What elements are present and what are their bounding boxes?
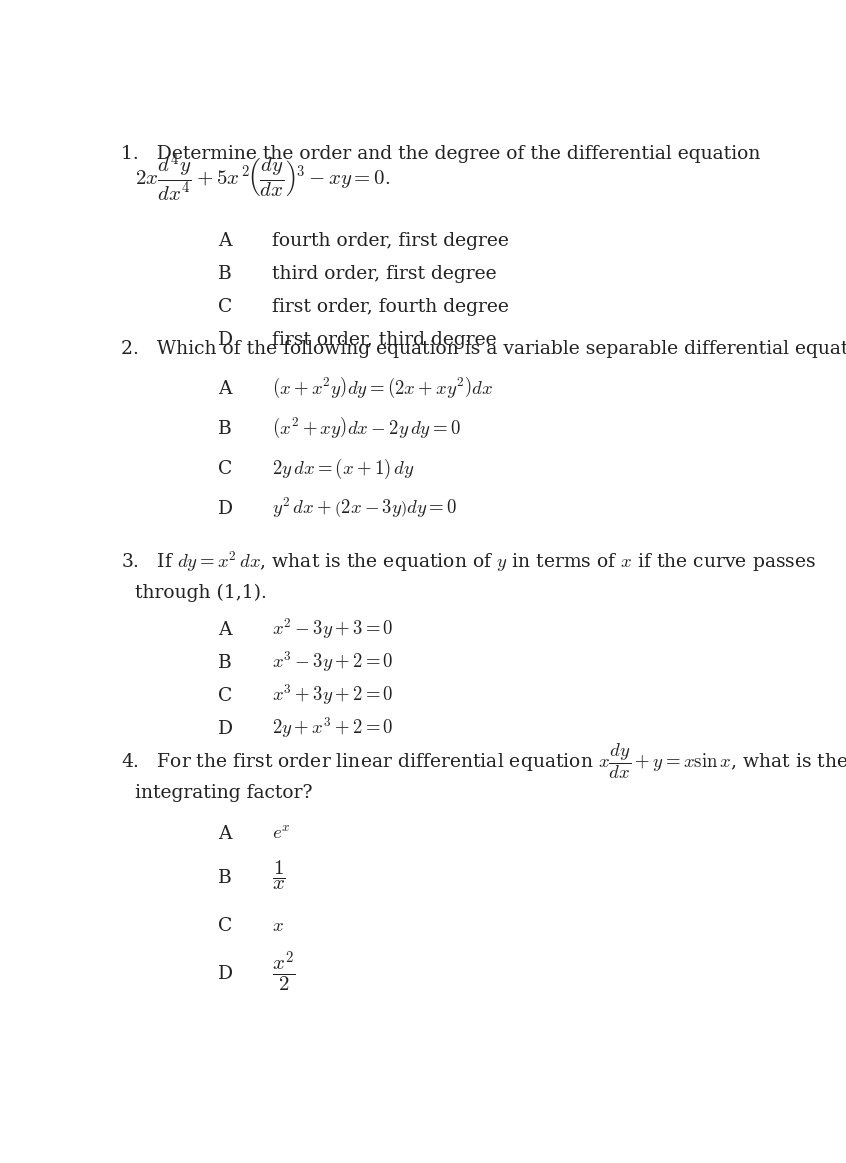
- Text: $e^x$: $e^x$: [272, 825, 291, 843]
- Text: A: A: [218, 231, 232, 250]
- Text: $\dfrac{1}{x}$: $\dfrac{1}{x}$: [272, 858, 286, 892]
- Text: B: B: [218, 265, 232, 283]
- Text: $2x\dfrac{d^4y}{dx^4}+5x^{\,2}\!\left(\dfrac{dy}{dx}\right)^{\!3}-xy=0.$: $2x\dfrac{d^4y}{dx^4}+5x^{\,2}\!\left(\d…: [135, 151, 390, 204]
- Text: A: A: [218, 379, 232, 398]
- Text: $2y\,dx=(x+1)\,dy$: $2y\,dx=(x+1)\,dy$: [272, 457, 415, 480]
- Text: fourth order, first degree: fourth order, first degree: [272, 231, 509, 250]
- Text: D: D: [218, 720, 233, 739]
- Text: C: C: [218, 918, 233, 935]
- Text: through (1,1).: through (1,1).: [135, 584, 267, 601]
- Text: first order, third degree: first order, third degree: [272, 331, 497, 349]
- Text: 4.   For the first order linear differential equation $x\dfrac{dy}{dx}+y=x\sin x: 4. For the first order linear differenti…: [121, 741, 846, 780]
- Text: $x^2-3y+3=0$: $x^2-3y+3=0$: [272, 615, 394, 641]
- Text: B: B: [218, 654, 232, 672]
- Text: $y^2\,dx+\left(2x-3y\right)dy=0$: $y^2\,dx+\left(2x-3y\right)dy=0$: [272, 494, 458, 520]
- Text: C: C: [218, 298, 233, 316]
- Text: third order, first degree: third order, first degree: [272, 265, 497, 283]
- Text: B: B: [218, 420, 232, 437]
- Text: $\left(x^2+xy\right)dx-2y\,dy=0$: $\left(x^2+xy\right)dx-2y\,dy=0$: [272, 415, 461, 440]
- Text: $x$: $x$: [272, 918, 284, 935]
- Text: $\dfrac{x^2}{2}$: $\dfrac{x^2}{2}$: [272, 950, 296, 994]
- Text: $x^3-3y+2=0$: $x^3-3y+2=0$: [272, 649, 394, 673]
- Text: integrating factor?: integrating factor?: [135, 784, 313, 802]
- Text: 3.   If $dy=x^2\,dx$, what is the equation of $y$ in terms of $x$ if the curve p: 3. If $dy=x^2\,dx$, what is the equation…: [121, 549, 816, 573]
- Text: C: C: [218, 687, 233, 705]
- Text: D: D: [218, 331, 233, 349]
- Text: D: D: [218, 500, 233, 518]
- Text: $x^3+3y+2=0$: $x^3+3y+2=0$: [272, 682, 394, 707]
- Text: D: D: [218, 965, 233, 983]
- Text: 2.   Which of the following equation is a variable separable differential equati: 2. Which of the following equation is a …: [121, 340, 846, 357]
- Text: first order, fourth degree: first order, fourth degree: [272, 298, 509, 316]
- Text: $\left(x+x^2y\right)dy=\left(2x+xy^2\right)dx$: $\left(x+x^2y\right)dy=\left(2x+xy^2\rig…: [272, 374, 494, 400]
- Text: A: A: [218, 825, 232, 843]
- Text: $2y+x^3+2=0$: $2y+x^3+2=0$: [272, 715, 394, 740]
- Text: C: C: [218, 459, 233, 478]
- Text: A: A: [218, 621, 232, 638]
- Text: 1.   Determine the order and the degree of the differential equation: 1. Determine the order and the degree of…: [121, 145, 761, 163]
- Text: B: B: [218, 869, 232, 886]
